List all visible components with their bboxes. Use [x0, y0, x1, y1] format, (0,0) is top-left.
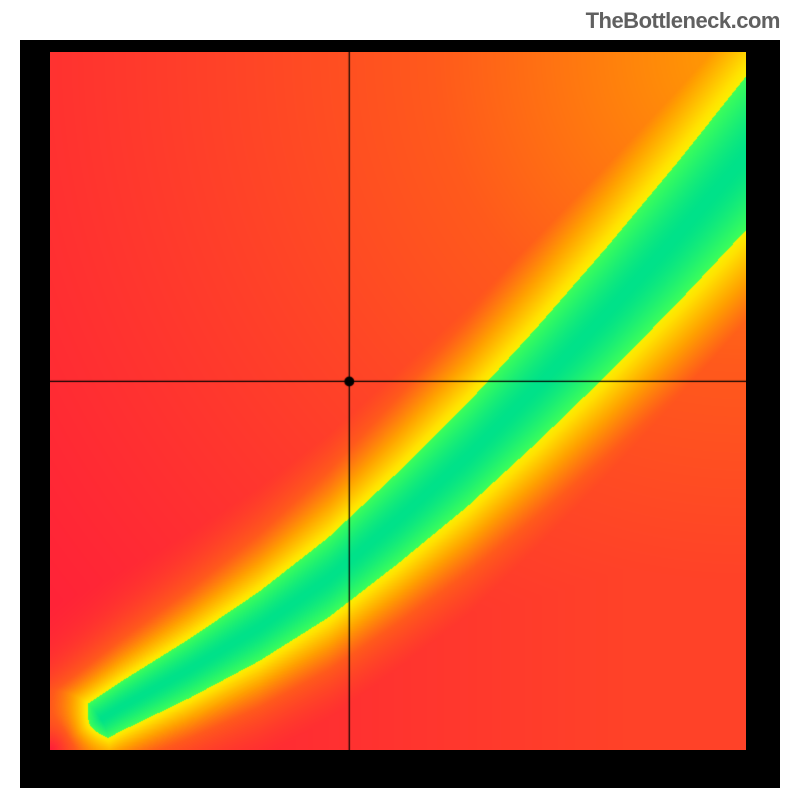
crosshair-overlay [50, 52, 746, 750]
chart-container: TheBottleneck.com [0, 0, 800, 800]
attribution-text: TheBottleneck.com [586, 8, 780, 34]
plot-frame [20, 40, 780, 788]
